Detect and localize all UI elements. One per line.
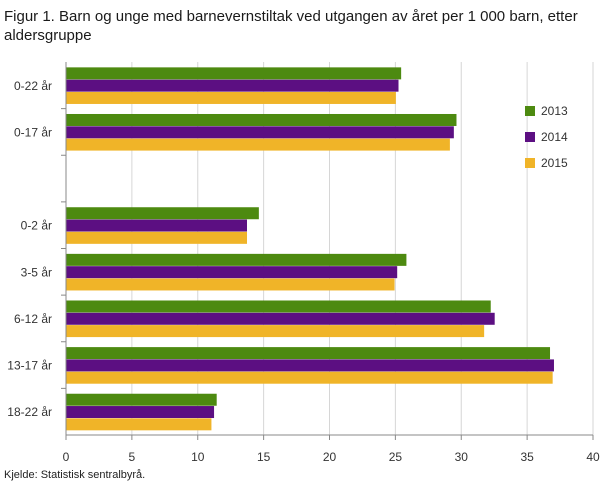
bar-2014: [66, 406, 215, 419]
x-tick-label: 25: [389, 450, 403, 464]
category-label: 6-12 år: [14, 312, 52, 326]
bar-2014: [66, 219, 247, 232]
x-tick-label: 10: [191, 450, 205, 464]
x-axis: 0 5 10 15 20 25 30 35 40: [61, 62, 600, 464]
legend-swatch: [525, 132, 535, 142]
source-note: Kjelde: Statistisk sentralbyrå.: [4, 469, 146, 481]
x-tick-label: 0: [63, 450, 70, 464]
category-label: 18-22 år: [7, 405, 52, 419]
legend-label: 2015: [541, 156, 568, 170]
bar-2014: [66, 312, 495, 325]
bar-2014: [66, 359, 554, 372]
bar-2014: [66, 266, 398, 279]
bar-2014: [66, 79, 399, 92]
bar-2013: [66, 253, 407, 266]
category-label: 0-22 år: [14, 79, 52, 93]
category-label: 0-17 år: [14, 125, 52, 139]
category-label: 0-2 år: [21, 219, 52, 233]
bar-2013: [66, 207, 259, 220]
category-label: 3-5 år: [21, 265, 52, 279]
bar-2015: [66, 325, 485, 338]
chart-title: Figur 1. Barn og unge med barnevernstilt…: [4, 8, 578, 44]
bar-2013: [66, 393, 217, 406]
legend: 2013 2014 2015: [525, 104, 568, 170]
legend-swatch: [525, 158, 535, 168]
bar-2013: [66, 300, 491, 313]
bar-2015: [66, 138, 450, 151]
bar-2014: [66, 126, 454, 139]
x-tick-label: 35: [520, 450, 534, 464]
legend-label: 2013: [541, 104, 568, 118]
bars: [66, 67, 554, 431]
bar-2015: [66, 91, 396, 104]
x-tick-label: 15: [257, 450, 271, 464]
x-tick-label: 20: [323, 450, 337, 464]
bar-2015: [66, 278, 395, 291]
bar-2013: [66, 113, 457, 126]
category-label: 13-17 år: [7, 359, 52, 373]
bar-2015: [66, 231, 247, 244]
category-labels: 0-22 år 0-17 år 0-2 år 3-5 år 6-12 år 13-17 å…: [7, 79, 52, 419]
legend-label: 2014: [541, 130, 568, 144]
bar-2013: [66, 347, 551, 360]
x-tick-label: 40: [586, 450, 600, 464]
legend-swatch: [525, 106, 535, 116]
x-tick-label: 30: [455, 450, 469, 464]
bar-2015: [66, 418, 212, 431]
x-tick-label: 5: [129, 450, 136, 464]
bar-2015: [66, 371, 553, 384]
bar-2013: [66, 67, 402, 80]
